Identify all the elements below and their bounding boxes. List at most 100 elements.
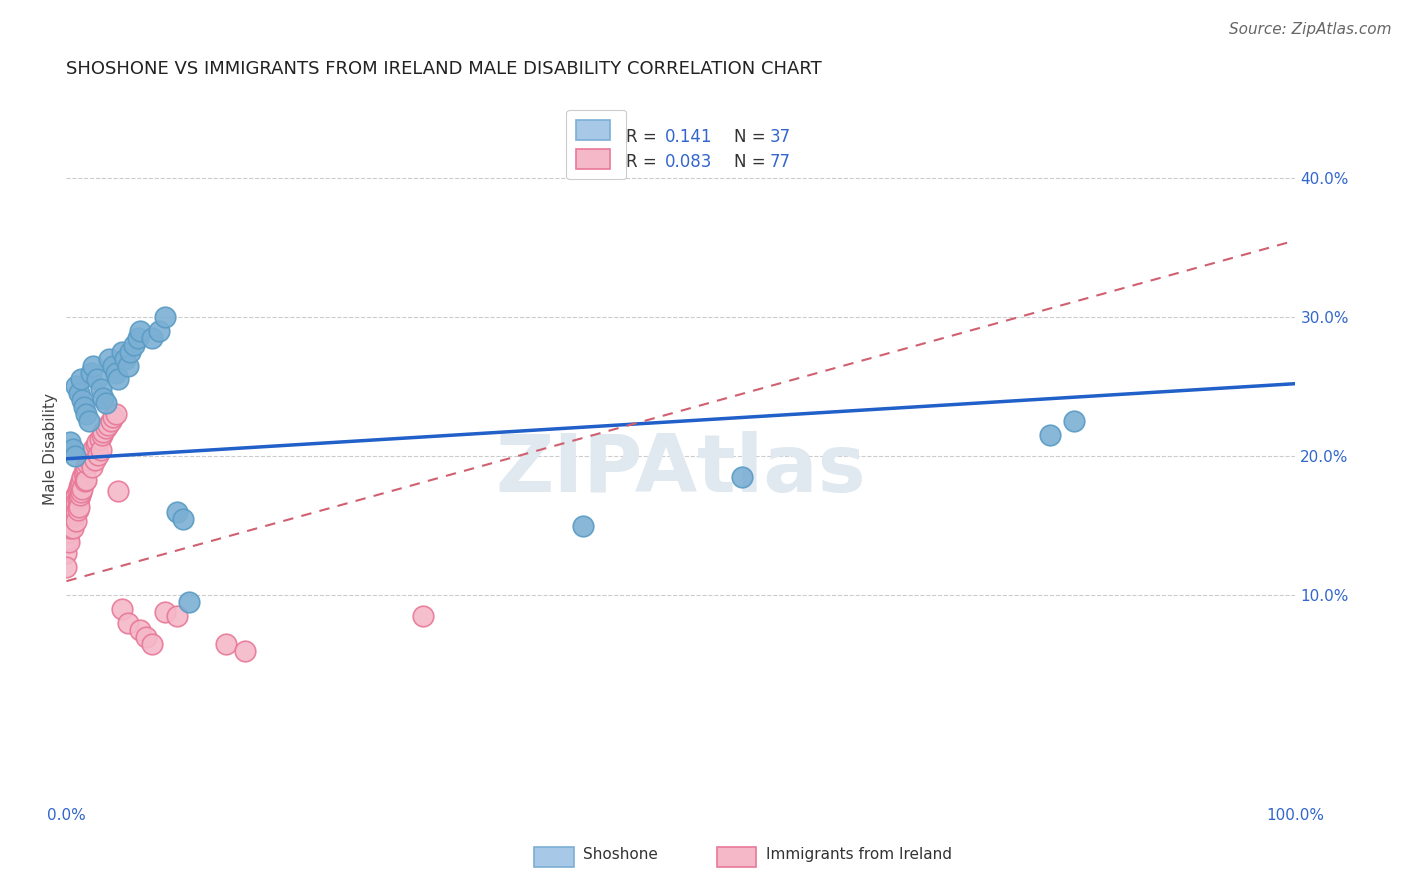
Text: 0.141: 0.141 [665,128,713,146]
Point [58,518,80,533]
Point [127,331,149,345]
Point [67,386,90,401]
Point [153,605,176,619]
Point [135,630,157,644]
Point [63,493,86,508]
Point [63,491,86,505]
Point [75,473,97,487]
Point [94,421,117,435]
Point [63,498,86,512]
Point [166,608,188,623]
Point [58,525,80,540]
Point [60,501,83,516]
Point [107,372,129,386]
Text: Shoshone: Shoshone [583,847,658,862]
Point [65,514,87,528]
Point [104,407,127,421]
Point [107,483,129,498]
Point [70,485,93,500]
Point [63,508,86,523]
Point [56,533,79,547]
Point [114,351,136,366]
Point [67,479,90,493]
Point [104,366,127,380]
Point [62,511,84,525]
Point [66,483,89,498]
Point [58,511,80,525]
Point [86,435,108,450]
Point [55,533,77,547]
Point [65,495,87,509]
Point [80,366,103,380]
Point [571,518,593,533]
Point [86,372,108,386]
Point [72,483,94,497]
Point [62,505,84,519]
Point [56,525,79,540]
Point [73,466,96,480]
Point [120,344,142,359]
Point [62,521,84,535]
Point [84,438,107,452]
Point [72,470,94,484]
Point [70,474,93,488]
Point [69,476,91,491]
Point [66,503,89,517]
Point [179,595,201,609]
Point [75,460,97,475]
Point [82,460,104,475]
Point [73,474,96,488]
Point [90,382,112,396]
Point [69,488,91,502]
Point [89,432,111,446]
Point [65,488,87,502]
Point [77,453,100,467]
Point [87,448,110,462]
Point [65,379,87,393]
Point [148,324,170,338]
Text: R =: R = [626,153,657,170]
Point [63,508,86,522]
Point [215,637,238,651]
Text: 37: 37 [769,128,790,146]
Point [100,414,122,428]
Point [58,535,80,549]
Point [153,310,176,324]
Text: 77: 77 [769,153,790,170]
Point [166,505,188,519]
Point [101,359,124,373]
Point [122,337,145,351]
Point [83,453,105,467]
Point [67,500,90,515]
Point [56,518,79,533]
Point [91,425,114,440]
Point [111,344,134,359]
Point [77,414,100,428]
Legend: , : , [567,110,627,179]
Point [59,505,82,519]
Point [90,443,112,458]
Point [76,456,98,470]
Point [233,643,256,657]
Point [141,331,163,345]
Point [141,637,163,651]
Text: N =: N = [734,128,765,146]
Point [63,449,86,463]
Point [70,372,93,386]
Point [101,410,124,425]
Point [97,418,120,433]
Point [60,516,83,530]
Text: R =: R = [626,128,657,146]
Point [65,505,87,519]
Point [172,511,194,525]
Point [59,435,82,450]
Text: 0.083: 0.083 [665,153,713,170]
Point [60,508,83,522]
Point [79,450,101,465]
Point [82,359,104,373]
Point [73,463,96,477]
Point [67,491,90,505]
Point [731,470,754,484]
Point [1039,428,1062,442]
Point [55,560,77,574]
